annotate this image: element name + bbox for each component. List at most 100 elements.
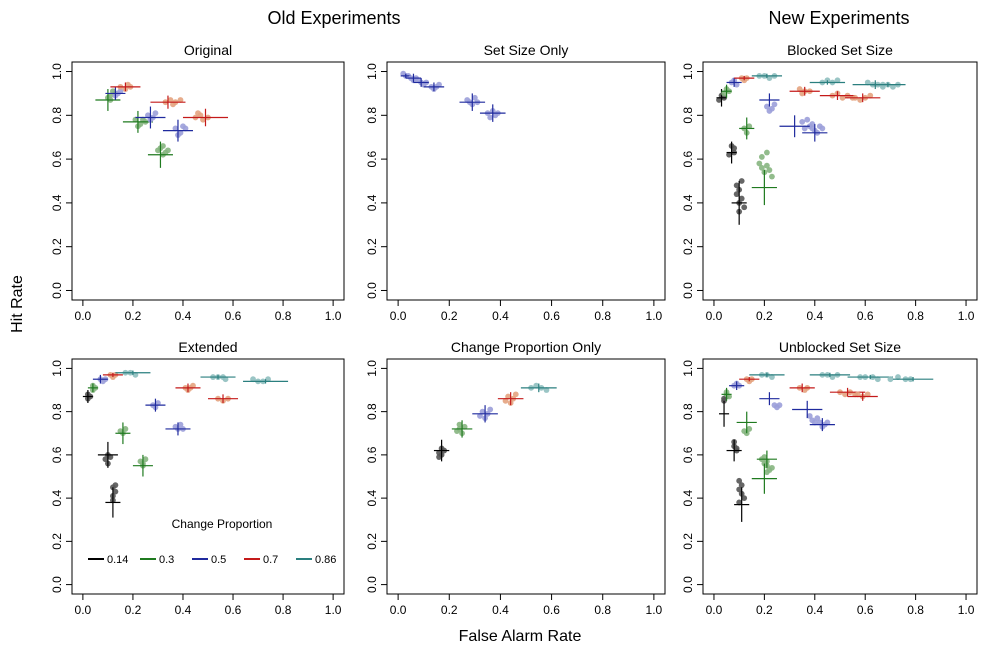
- data-point: [145, 112, 151, 119]
- y-tick-label: 0.4: [365, 489, 379, 506]
- series-group-cp-0.5: [779, 115, 816, 138]
- panel-unblocked-set-size: Unblocked Set Size 0.0 0.2 0.4 0.6 0.8 1.0 0.0 0…: [681, 339, 978, 617]
- data-point: [177, 421, 184, 428]
- x-tick-label: 0.8: [594, 603, 611, 617]
- series-group-cp-0.86: [115, 369, 151, 378]
- series-group-cp-0.14: [726, 141, 738, 164]
- series-group-cp-0.5: [759, 392, 783, 411]
- data-point: [758, 164, 765, 171]
- x-tick-label: 0.0: [390, 309, 407, 323]
- data-point: [152, 110, 159, 117]
- series-group-cp-0.5: [459, 93, 486, 111]
- x-tick-label: 0.2: [756, 603, 773, 617]
- data-point: [102, 456, 109, 463]
- y-tick-label: 0.2: [50, 533, 64, 550]
- legend-label: 0.86: [315, 554, 336, 566]
- data-point: [769, 374, 775, 380]
- panel-title: Set Size Only: [484, 42, 569, 58]
- series-group-cp-0.7: [182, 108, 229, 127]
- data-point: [738, 195, 745, 202]
- x-tick-label: 0.4: [492, 603, 509, 617]
- y-tick-label: 0.6: [681, 446, 695, 463]
- data-point: [741, 204, 748, 211]
- y-tick-label: 0.0: [50, 576, 64, 593]
- series-group-cp-0.3: [721, 84, 732, 98]
- x-tick-label: 0.0: [75, 309, 92, 323]
- data-point: [769, 173, 775, 180]
- data-point: [461, 423, 468, 430]
- data-point: [512, 391, 519, 398]
- panel-title: Unblocked Set Size: [779, 339, 901, 355]
- x-tick-label: 0.2: [756, 309, 773, 323]
- data-point: [746, 426, 753, 432]
- series-group-cp-0.5: [165, 421, 191, 436]
- data-point: [456, 421, 463, 428]
- data-point: [761, 454, 768, 460]
- series-group-cp-0.5: [729, 380, 745, 391]
- y-tick-label: 0.8: [50, 107, 64, 124]
- series-group-cp-0.7: [739, 376, 760, 385]
- y-tick-label: 1.0: [365, 63, 379, 80]
- data-point: [824, 419, 831, 426]
- x-tick-label: 0.6: [857, 603, 874, 617]
- series-group-cp-0.5: [405, 73, 422, 84]
- y-tick-label: 0.6: [365, 150, 379, 167]
- y-tick-label: 0.8: [681, 107, 695, 124]
- series-group-cp-0.3: [739, 117, 755, 140]
- data-point: [874, 376, 881, 383]
- data-point: [726, 151, 732, 158]
- data-point: [112, 488, 119, 495]
- legend-label: 0.7: [263, 554, 278, 566]
- x-tick-label: 1.0: [646, 603, 663, 617]
- series-group-cp-0.86: [243, 376, 289, 385]
- series-group-cp-0.5: [413, 78, 430, 88]
- data-point: [142, 456, 149, 463]
- y-tick-label: 1.0: [681, 360, 695, 377]
- series-group-cp-0.7: [734, 75, 755, 84]
- data-point: [265, 376, 271, 383]
- x-tick-label: 1.0: [958, 603, 975, 617]
- data-point: [842, 391, 848, 398]
- panel-title: Extended: [178, 339, 237, 355]
- series-group-cp-0.5: [135, 106, 166, 129]
- data-point: [250, 376, 256, 383]
- series-group-cp-0.7: [102, 371, 123, 380]
- panel-change-proportion-only: Change Proportion Only 0.0 0.2 0.4 0.6 0.8 1.0…: [365, 339, 666, 617]
- series-group-cp-0.7: [845, 92, 881, 103]
- x-tick-label: 0.8: [907, 309, 924, 323]
- series-group-cp-0.7: [789, 86, 820, 97]
- data-point: [811, 419, 818, 426]
- series-group-cp-0.7: [175, 382, 201, 393]
- data-point: [733, 191, 740, 198]
- data-point: [895, 374, 901, 380]
- series-group-cp-0.7: [150, 95, 186, 109]
- legend-item-0.14: 0.14: [88, 554, 128, 566]
- legend: Change Proportion 0.14 0.3 0.5 0.7 0.86: [88, 517, 336, 566]
- series-group-cp-0.3: [736, 411, 757, 437]
- data-point: [867, 92, 874, 99]
- series-group-cp-0.3: [115, 422, 131, 445]
- y-tick-label: 0.2: [365, 238, 379, 255]
- series-group-cp-0.5: [809, 418, 835, 432]
- series-group-cp-0.86: [887, 374, 934, 383]
- data-point: [809, 121, 816, 127]
- series-group-cp-0.7: [819, 90, 856, 101]
- data-point: [479, 408, 486, 415]
- data-point: [763, 469, 770, 476]
- series-group-cp-0.5: [726, 77, 742, 88]
- legend-label: 0.3: [159, 554, 174, 566]
- group-title-new: New Experiments: [768, 8, 909, 28]
- y-tick-label: 1.0: [681, 63, 695, 80]
- data-point: [182, 125, 189, 132]
- x-tick-label: 1.0: [325, 603, 342, 617]
- series-group-cp-0.5: [802, 123, 828, 142]
- data-point: [721, 90, 727, 97]
- panel-frame: [702, 61, 978, 301]
- series-group-cp-0.86: [749, 371, 785, 380]
- x-tick-label: 0.2: [125, 603, 142, 617]
- y-tick-label: 0.2: [681, 238, 695, 255]
- series-group-cp-0.7: [789, 383, 815, 393]
- x-tick-label: 0.6: [225, 309, 242, 323]
- data-point: [733, 182, 740, 189]
- y-tick-label: 0.8: [365, 107, 379, 124]
